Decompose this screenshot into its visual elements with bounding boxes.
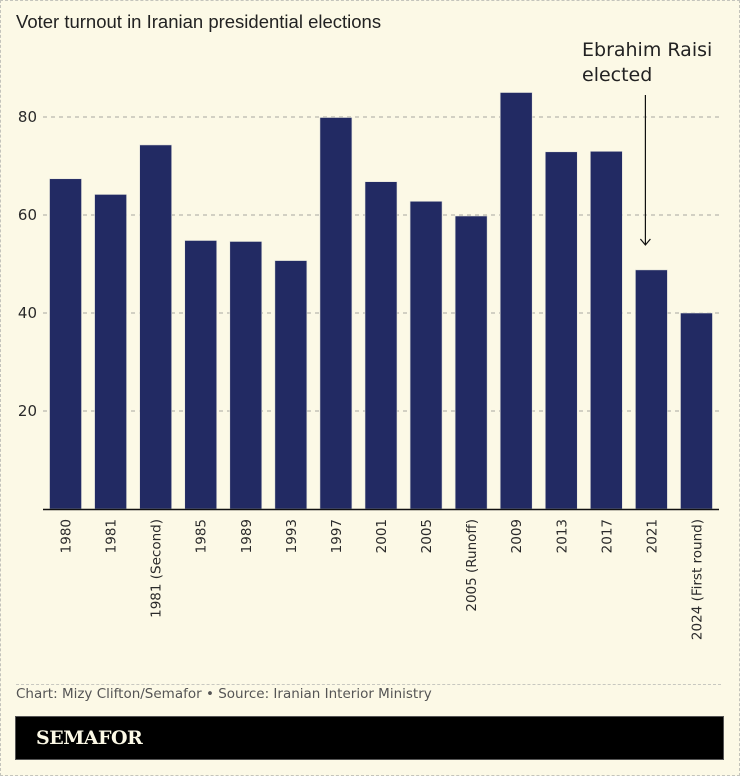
y-axis-ticks: 20 40 60 80 bbox=[18, 108, 37, 420]
annotation: Ebrahim Raisi elected bbox=[582, 39, 712, 246]
bar bbox=[544, 151, 578, 510]
x-tick-label: 2001 bbox=[374, 519, 390, 553]
annotation-text: Ebrahim Raisi bbox=[582, 39, 712, 61]
source-divider bbox=[16, 684, 721, 685]
bar bbox=[49, 178, 82, 510]
x-tick-label: 2013 bbox=[554, 519, 570, 553]
y-tick-label: 80 bbox=[18, 108, 37, 126]
y-tick-label: 20 bbox=[18, 402, 37, 420]
x-tick-label: 1981 (Second) bbox=[149, 519, 165, 618]
x-tick-label: 1997 bbox=[329, 519, 345, 553]
x-axis-labels: 1980 1981 1981 (Second) 1985 1989 1993 1997 200… bbox=[59, 519, 706, 640]
x-tick-label: 1985 bbox=[194, 519, 210, 553]
x-tick-label: 2017 bbox=[599, 519, 615, 553]
bar bbox=[274, 260, 308, 510]
x-tick-label: 2009 bbox=[509, 519, 525, 553]
bar bbox=[229, 241, 263, 510]
bar bbox=[184, 240, 218, 510]
bars bbox=[49, 92, 713, 510]
arrow-down-icon bbox=[639, 238, 651, 246]
y-tick-label: 60 bbox=[18, 206, 37, 224]
bar bbox=[409, 200, 443, 510]
bar bbox=[680, 312, 713, 510]
semafor-logo: SEMAFOR bbox=[36, 727, 143, 749]
x-tick-label: 2021 bbox=[644, 519, 660, 553]
y-tick-label: 40 bbox=[18, 304, 37, 322]
bar bbox=[139, 144, 172, 510]
x-tick-label: 1993 bbox=[284, 519, 300, 553]
x-tick-label: 2005 bbox=[419, 519, 435, 553]
x-tick-label: 1989 bbox=[239, 519, 255, 553]
x-tick-label: 1980 bbox=[59, 519, 75, 553]
source-credit: Chart: Mizy Clifton/Semafor • Source: Ir… bbox=[16, 686, 432, 702]
annotation-text: elected bbox=[582, 64, 652, 86]
bar bbox=[499, 92, 533, 510]
x-tick-label: 2005 (Runoff) bbox=[464, 519, 480, 612]
bar bbox=[94, 194, 127, 510]
x-tick-label: 1981 bbox=[104, 519, 120, 553]
bar bbox=[319, 117, 353, 510]
logo-bar: SEMAFOR bbox=[15, 716, 724, 760]
bar bbox=[635, 269, 668, 510]
bar bbox=[590, 151, 623, 510]
bar bbox=[364, 181, 398, 510]
chart-title: Voter turnout in Iranian presidential el… bbox=[16, 11, 382, 32]
bar bbox=[454, 215, 488, 510]
x-tick-label: 2024 (First round) bbox=[689, 519, 705, 640]
